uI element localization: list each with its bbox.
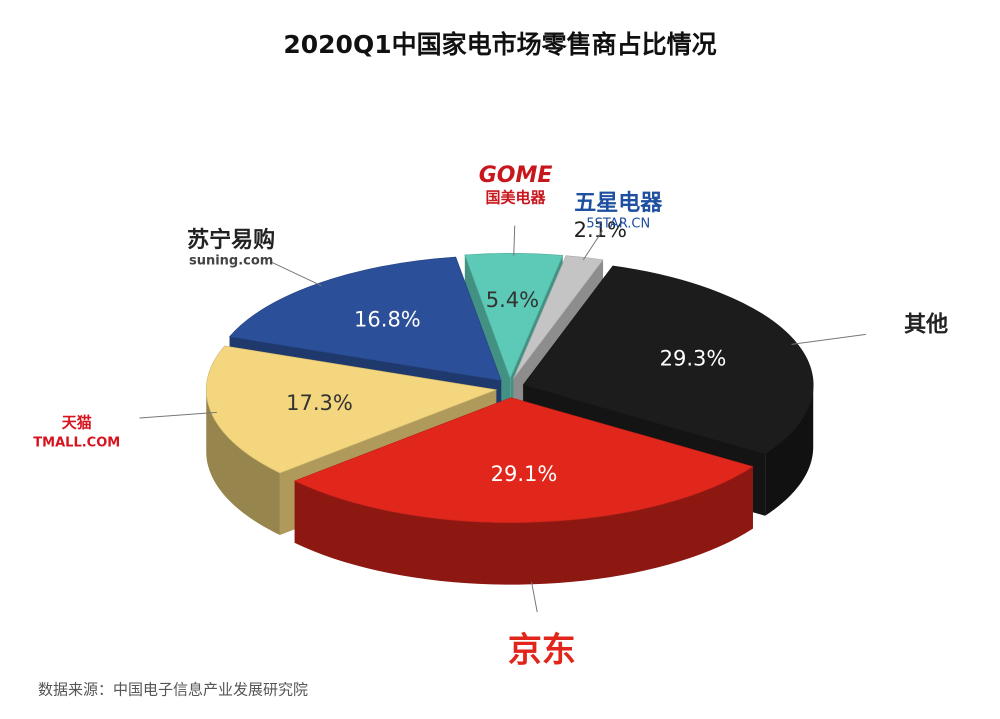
category-label: 京东 xyxy=(508,630,576,670)
source-note: 数据来源：中国电子信息产业发展研究院 xyxy=(38,681,308,699)
leader-line xyxy=(271,261,322,287)
category-name: 天猫 xyxy=(62,414,92,432)
leader-line xyxy=(139,411,217,419)
category-subname: suning.com xyxy=(189,253,273,268)
pie-slice xyxy=(293,397,754,523)
value-label: 16.8% xyxy=(354,307,421,331)
category-name: 五星电器 xyxy=(574,191,663,216)
slice-side xyxy=(206,389,280,536)
category-name: 京东 xyxy=(508,630,576,670)
value-label: 5.4% xyxy=(486,288,539,312)
value-label: 29.3% xyxy=(660,346,727,370)
category-name: 苏宁易购 xyxy=(187,227,275,253)
category-subname: GOME xyxy=(479,163,553,188)
leader-line xyxy=(513,225,516,256)
chart-title: 2020Q1中国家电市场零售商占比情况 xyxy=(283,30,716,59)
category-name: 国美电器 xyxy=(486,189,547,207)
value-label: 2.1% xyxy=(574,218,627,242)
category-label: 其他 xyxy=(904,312,948,337)
leader-line xyxy=(582,230,604,261)
slice-side xyxy=(765,384,814,516)
value-label: 29.1% xyxy=(491,462,558,486)
slice-side xyxy=(294,466,753,585)
leader-line xyxy=(531,581,538,613)
leader-line xyxy=(791,333,866,345)
category-subname: 5STAR.CN xyxy=(586,216,650,231)
category-subname: TMALL.COM xyxy=(33,436,120,451)
value-label: 17.3% xyxy=(286,391,353,415)
category-label: 天猫 TMALL.COM xyxy=(33,414,120,451)
category-name: 其他 xyxy=(904,312,948,337)
